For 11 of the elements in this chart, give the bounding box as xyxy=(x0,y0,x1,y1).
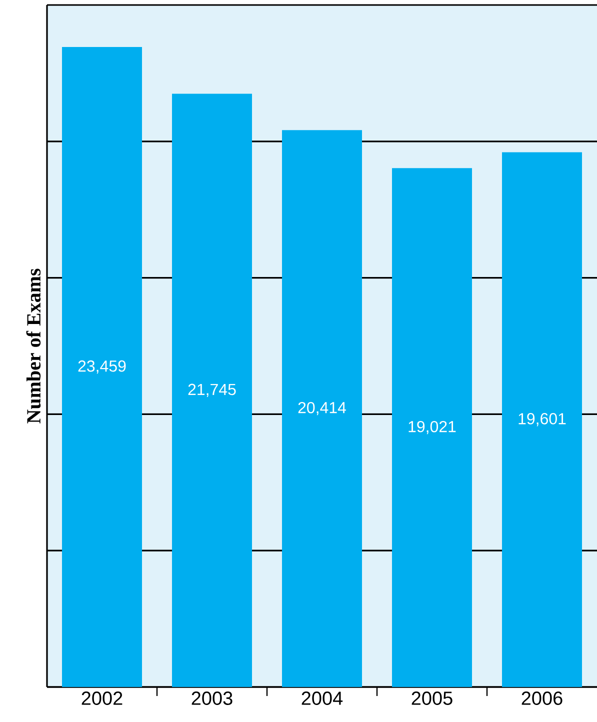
x-tick-label: 2002 xyxy=(82,692,122,705)
data-label: 20,414 xyxy=(298,402,346,416)
x-tick-label: 2005 xyxy=(412,692,452,705)
data-label: 21,745 xyxy=(188,384,236,397)
x-tick-label: 2006 xyxy=(522,692,562,705)
y-axis-title: Number of Exams xyxy=(26,268,41,424)
data-label: 23,459 xyxy=(78,360,126,374)
x-tick-label: 2004 xyxy=(302,692,343,705)
data-label: 19,021 xyxy=(408,420,456,434)
x-tick-label: 2003 xyxy=(192,692,232,705)
data-label: 19,601 xyxy=(518,413,566,426)
